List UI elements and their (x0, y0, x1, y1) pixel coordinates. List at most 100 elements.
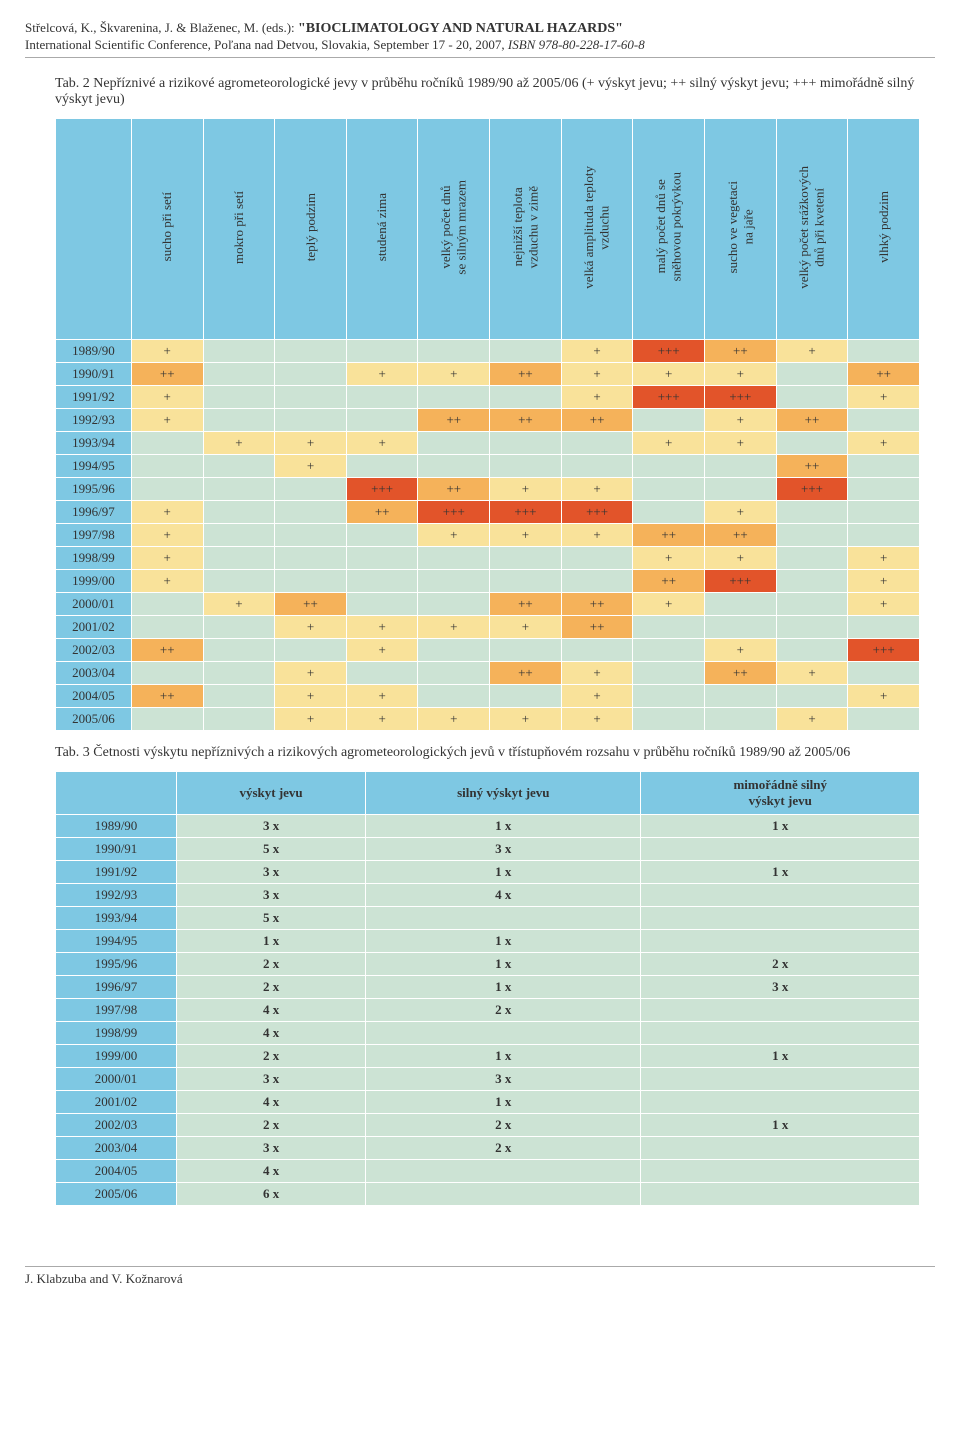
table2-cell (633, 685, 705, 708)
table2-cell: + (346, 639, 418, 662)
table2-cell (346, 524, 418, 547)
table2-cell (776, 685, 848, 708)
table3-cell: 4 x (177, 1160, 366, 1183)
table2-col-label: velký počet dnůse silným mrazem (438, 180, 469, 275)
table2-cell: + (848, 547, 920, 570)
table2-cell: + (275, 685, 347, 708)
table2-cell (346, 662, 418, 685)
table2-cell (275, 409, 347, 432)
table2-cell: + (848, 570, 920, 593)
table2-cell: +++ (633, 386, 705, 409)
table2: sucho při setímokro při setíteplý podzim… (55, 118, 920, 731)
table2-cell (705, 478, 777, 501)
paper-title: "BIOCLIMATOLOGY AND NATURAL HAZARDS" (298, 21, 623, 36)
table2-col-header: velký počet srážkovýchdnů při kvetení (776, 119, 848, 340)
table2-cell (275, 547, 347, 570)
table2-row-year: 2005/06 (56, 708, 132, 731)
table2-cell: + (848, 593, 920, 616)
table2-cell: + (131, 386, 203, 409)
table3-row-year: 1997/98 (56, 999, 177, 1022)
table2-cell: + (633, 547, 705, 570)
table3-row-year: 1989/90 (56, 815, 177, 838)
table2-cell: + (490, 478, 562, 501)
table2-cell: ++ (131, 639, 203, 662)
table3-cell (641, 1022, 920, 1045)
table3-cell: 6 x (177, 1183, 366, 1206)
table3-row-year: 1995/96 (56, 953, 177, 976)
table2-cell: + (776, 662, 848, 685)
table3-cell: 2 x (177, 976, 366, 999)
table2-cell: + (776, 340, 848, 363)
table2-cell: + (490, 524, 562, 547)
table3-cell: 1 x (177, 930, 366, 953)
table2-cell: +++ (633, 340, 705, 363)
table2-cell (346, 455, 418, 478)
table3-cell: 2 x (366, 1114, 641, 1137)
table2-cell (633, 639, 705, 662)
table3-row-year: 1999/00 (56, 1045, 177, 1068)
table2-cell: + (561, 685, 633, 708)
table2-cell (203, 409, 275, 432)
table3-caption: Tab. 3 Četnosti výskytu nepříznivých a r… (55, 745, 930, 761)
table2-cell: ++ (633, 570, 705, 593)
table2-cell (561, 639, 633, 662)
table2-cell: + (490, 616, 562, 639)
table2-cell: ++ (633, 524, 705, 547)
table2-cell (490, 432, 562, 455)
table2-cell (346, 547, 418, 570)
table2-cell (131, 432, 203, 455)
table3-cell (366, 1183, 641, 1206)
table3-row-year: 1994/95 (56, 930, 177, 953)
table2-col-header: velký počet dnůse silným mrazem (418, 119, 490, 340)
table3-cell: 3 x (366, 838, 641, 861)
table3-cell: 5 x (177, 907, 366, 930)
table2-cell (346, 593, 418, 616)
table2-cell: ++ (418, 409, 490, 432)
table2-row-year: 1994/95 (56, 455, 132, 478)
table2-cell: + (131, 547, 203, 570)
table2-cell: + (561, 478, 633, 501)
table2-cell (346, 409, 418, 432)
table2-cell (418, 547, 490, 570)
table3-cell: 3 x (177, 1068, 366, 1091)
page-footer: J. Klabzuba and V. Kožnarová (25, 1266, 935, 1287)
table2-cell: ++ (705, 524, 777, 547)
table3-cell: 3 x (177, 1137, 366, 1160)
table2-cell (776, 593, 848, 616)
table2-col-header: velká amplituda teplotyvzduchu (561, 119, 633, 340)
table2-cell (705, 593, 777, 616)
table2-cell: + (418, 708, 490, 731)
table2-cell: ++ (418, 478, 490, 501)
table2-col-header: vlhký podzim (848, 119, 920, 340)
table2-cell (490, 547, 562, 570)
table2-col-header: sucho při setí (131, 119, 203, 340)
table2-cell (418, 432, 490, 455)
table2-cell (418, 455, 490, 478)
table2-cell: + (203, 432, 275, 455)
table2-col-label: nejnižší teplotavzduchu v zimě (510, 186, 541, 268)
table2-cell (418, 639, 490, 662)
table3-cell: 5 x (177, 838, 366, 861)
table3-cell: 1 x (366, 815, 641, 838)
table2-cell: + (131, 524, 203, 547)
table3-cell (641, 838, 920, 861)
page-header: Střelcová, K., Škvarenina, J. & Blaženec… (25, 20, 935, 58)
table2-cell: + (561, 363, 633, 386)
table2-cell (418, 593, 490, 616)
table2-col-label: mokro při setí (231, 191, 247, 264)
table2-cell: + (346, 432, 418, 455)
table2-cell (131, 708, 203, 731)
table2-cell (490, 685, 562, 708)
table2-cell: ++ (490, 662, 562, 685)
table3-row-year: 1993/94 (56, 907, 177, 930)
table3-cell: 1 x (641, 1114, 920, 1137)
table2-cell (275, 501, 347, 524)
table2-cell (848, 524, 920, 547)
table3-cell (641, 999, 920, 1022)
table2-cell (131, 662, 203, 685)
table2-cell (203, 363, 275, 386)
table3-cell: 2 x (177, 1114, 366, 1137)
table3-row-year: 2003/04 (56, 1137, 177, 1160)
table2-cell (203, 570, 275, 593)
table2-cell: + (848, 432, 920, 455)
